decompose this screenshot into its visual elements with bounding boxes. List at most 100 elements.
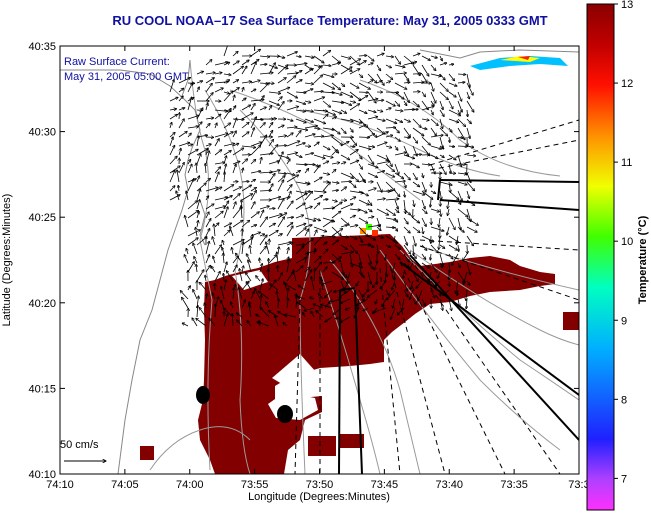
current-vector [403,244,411,254]
current-vector [403,217,408,224]
current-vector [295,203,305,210]
current-vector [313,142,319,147]
current-vector [259,217,268,228]
current-vector [304,68,313,75]
current-vector [187,115,199,120]
current-vector [241,185,252,192]
current-vector [232,80,239,84]
current-vector [242,266,244,273]
current-vector [178,96,183,102]
current-vector [447,226,450,235]
current-vector [422,172,424,178]
current-vector [448,199,450,209]
current-vector [421,199,425,209]
current-vector [334,289,342,292]
current-vector [430,244,438,253]
current-vector [375,298,377,304]
current-vector [403,82,410,83]
current-vector [205,78,215,84]
current-vector [259,235,267,246]
current-vector [457,118,466,127]
current-vector [313,226,327,232]
current-vector [394,73,407,74]
current-vector [196,81,203,84]
current-vector [367,73,377,83]
y-tick-label: 40:30 [28,127,56,139]
current-vector [367,55,374,61]
x-tick-label: 73:50 [306,479,334,491]
current-vector [412,226,420,233]
current-vector [322,267,327,273]
current-vector [458,298,460,307]
current-vector [285,284,297,291]
current-vector [214,73,222,75]
current-vector [394,152,407,156]
current-vector [286,226,293,237]
current-vector [448,163,451,174]
current-vector [250,119,263,120]
current-vector [367,109,376,112]
current-vector [277,64,288,69]
current-vector [187,230,200,237]
current-vector [256,276,261,282]
current-vector [457,137,463,138]
current-vector [358,154,362,159]
current-vector [340,172,354,178]
current-vector [232,148,244,156]
y-tick-label: 40:20 [28,298,56,310]
current-vector [196,87,199,93]
current-vector [178,119,184,129]
current-vector [331,226,341,236]
current-vector [331,253,341,262]
current-vector [238,287,243,300]
current-vector [376,181,382,192]
current-vector [385,135,393,137]
current-vector [223,230,230,237]
current-vector [358,92,368,93]
current-vector [457,74,466,75]
current-vector [233,95,235,102]
current-vector [430,91,436,103]
current-vector [287,298,288,309]
current-vector [233,287,234,300]
current-vector [268,184,273,192]
colorbar-tick-label: 10 [621,236,633,248]
current-vector [349,55,360,65]
current-vector [222,240,224,246]
current-vector [358,235,363,243]
colorbar-tick-label: 9 [621,315,627,327]
current-vector [331,109,342,114]
current-vector [214,223,219,228]
current-vector [205,204,214,210]
current-vector [439,163,446,175]
current-vector [249,304,252,318]
current-vector [223,46,228,57]
current-vector [394,64,405,67]
current-vector [241,82,252,84]
current-vector [367,163,378,168]
current-vector [232,143,239,147]
current-vector [367,80,373,84]
current-vector [275,315,279,327]
current-vector [214,224,215,237]
current-vector [176,191,180,201]
current-vector [374,262,378,270]
current-vector [448,64,454,65]
current-vector [314,268,315,282]
current-vector [403,100,407,106]
current-vector [313,165,320,174]
current-vector [466,289,467,301]
current-vector [205,60,212,66]
current-vector [331,127,340,134]
current-vector [335,317,342,319]
current-vector [286,133,293,138]
current-vector [394,100,400,106]
current-vector [413,244,414,256]
current-vector [295,63,307,66]
current-vector [376,81,382,84]
current-vector [223,150,231,156]
current-vector [223,92,230,94]
current-vector [313,128,320,129]
current-vector [259,263,262,273]
current-vector [430,262,437,273]
